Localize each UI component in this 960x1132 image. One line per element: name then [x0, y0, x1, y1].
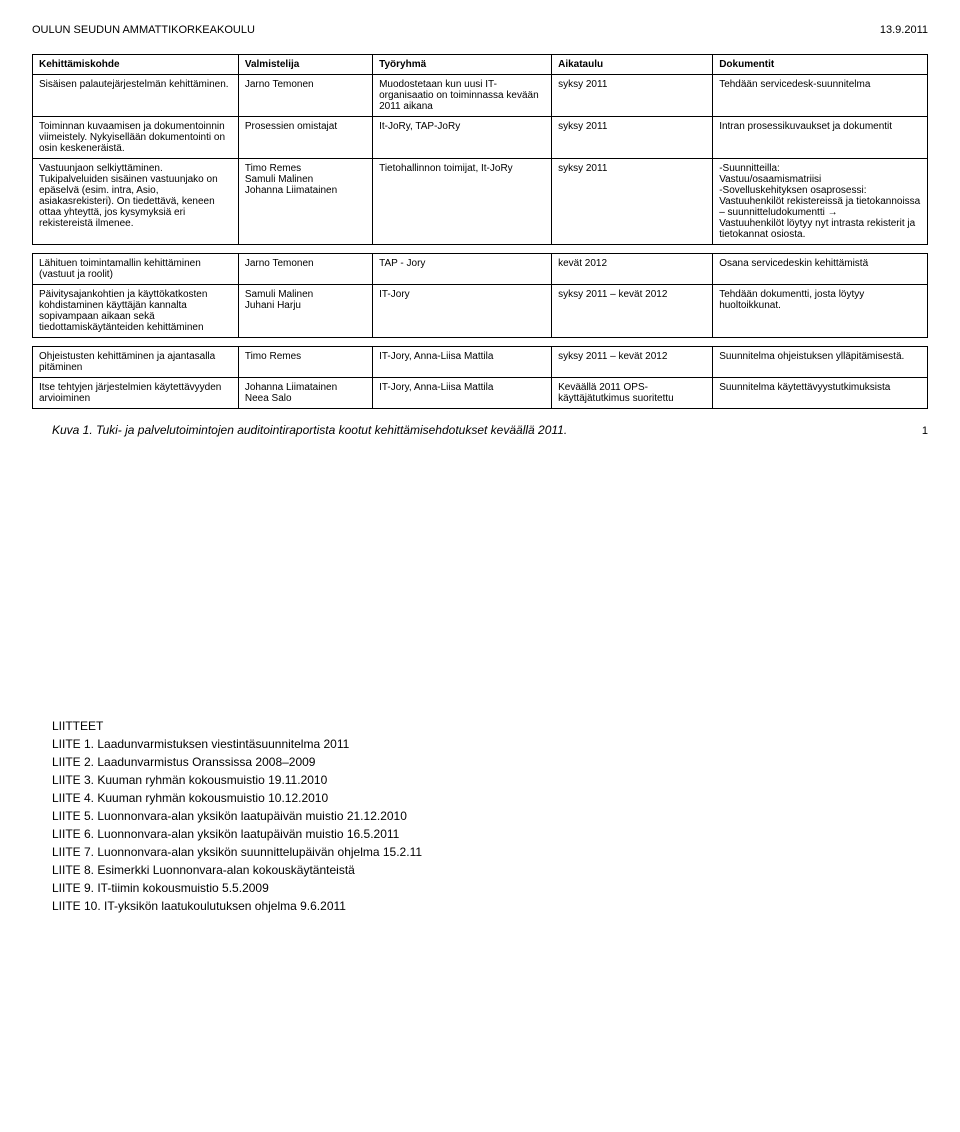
dev-table-3: Ohjeistusten kehittäminen ja ajantasalla… [32, 346, 928, 409]
cell: Prosessien omistajat [238, 117, 372, 159]
cell: Muodostetaan kun uusi IT-organisaatio on… [373, 75, 552, 117]
table-row: Toiminnan kuvaamisen ja dokumentoinnin v… [33, 117, 928, 159]
cell: Osana servicedeskin kehittämistä [713, 254, 928, 285]
attachment-item: LIITE 5. Luonnonvara-alan yksikön laatup… [52, 807, 928, 825]
cell: Jarno Temonen [238, 254, 372, 285]
cell: syksy 2011 – kevät 2012 [552, 285, 713, 338]
attachment-item: LIITE 4. Kuuman ryhmän kokousmuistio 10.… [52, 789, 928, 807]
cell: Jarno Temonen [238, 75, 372, 117]
cell: Intran prosessikuvaukset ja dokumentit [713, 117, 928, 159]
attachments-heading: LIITTEET [52, 717, 928, 735]
cell: TAP - Jory [373, 254, 552, 285]
cell: Tehdään servicedesk-suunnitelma [713, 75, 928, 117]
cell: Päivitysajankohtien ja käyttökatkosten k… [33, 285, 239, 338]
attachment-item: LIITE 6. Luonnonvara-alan yksikön laatup… [52, 825, 928, 843]
table-row: Päivitysajankohtien ja käyttökatkosten k… [33, 285, 928, 338]
cell: Keväällä 2011 OPS-käyttäjätutkimus suori… [552, 378, 713, 409]
table-row: Lähituen toimintamallin kehittäminen (va… [33, 254, 928, 285]
cell: -Suunnitteilla:Vastuu/osaamismatriisi-So… [713, 159, 928, 245]
attachment-item: LIITE 9. IT-tiimin kokousmuistio 5.5.200… [52, 879, 928, 897]
cell: Timo RemesSamuli MalinenJohanna Liimatai… [238, 159, 372, 245]
cell: IT-Jory, Anna-Liisa Mattila [373, 347, 552, 378]
cell: It-JoRy, TAP-JoRy [373, 117, 552, 159]
attachment-item: LIITE 3. Kuuman ryhmän kokousmuistio 19.… [52, 771, 928, 789]
table-row: Sisäisen palautejärjestelmän kehittämine… [33, 75, 928, 117]
cell: Tietohallinnon toimijat, It-JoRy [373, 159, 552, 245]
cell: Vastuunjaon selkiyttäminen. Tukipalvelui… [33, 159, 239, 245]
cell: Tehdään dokumentti, josta löytyy huoltoi… [713, 285, 928, 338]
attachment-item: LIITE 10. IT-yksikön laatukoulutuksen oh… [52, 897, 928, 915]
dev-table-1: Kehittämiskohde Valmistelija Työryhmä Ai… [32, 54, 928, 245]
cell: Timo Remes [238, 347, 372, 378]
cell: Sisäisen palautejärjestelmän kehittämine… [33, 75, 239, 117]
col-header: Aikataulu [552, 55, 713, 75]
col-header: Kehittämiskohde [33, 55, 239, 75]
cell: Ohjeistusten kehittäminen ja ajantasalla… [33, 347, 239, 378]
doc-date: 13.9.2011 [880, 24, 928, 36]
attachment-item: LIITE 8. Esimerkki Luonnonvara-alan koko… [52, 861, 928, 879]
table-row: Itse tehtyjen järjestelmien käytettävyyd… [33, 378, 928, 409]
cell: Toiminnan kuvaamisen ja dokumentoinnin v… [33, 117, 239, 159]
cell: IT-Jory, Anna-Liisa Mattila [373, 378, 552, 409]
attachment-item: LIITE 7. Luonnonvara-alan yksikön suunni… [52, 843, 928, 861]
attachment-item: LIITE 2. Laadunvarmistus Oranssissa 2008… [52, 753, 928, 771]
col-header: Työryhmä [373, 55, 552, 75]
cell: IT-Jory [373, 285, 552, 338]
cell: Itse tehtyjen järjestelmien käytettävyyd… [33, 378, 239, 409]
table-row: Vastuunjaon selkiyttäminen. Tukipalvelui… [33, 159, 928, 245]
attachments-block: LIITTEET LIITE 1. Laadunvarmistuksen vie… [52, 717, 928, 915]
table-header-row: Kehittämiskohde Valmistelija Työryhmä Ai… [33, 55, 928, 75]
table-row: Ohjeistusten kehittäminen ja ajantasalla… [33, 347, 928, 378]
col-header: Valmistelija [238, 55, 372, 75]
cell: Lähituen toimintamallin kehittäminen (va… [33, 254, 239, 285]
cell: kevät 2012 [552, 254, 713, 285]
cell: syksy 2011 – kevät 2012 [552, 347, 713, 378]
cell: Johanna LiimatainenNeea Salo [238, 378, 372, 409]
attachment-item: LIITE 1. Laadunvarmistuksen viestintäsuu… [52, 735, 928, 753]
dev-table-2: Lähituen toimintamallin kehittäminen (va… [32, 253, 928, 338]
org-name: OULUN SEUDUN AMMATTIKORKEAKOULU [32, 24, 255, 36]
cell: Suunnitelma ohjeistuksen ylläpitämisestä… [713, 347, 928, 378]
col-header: Dokumentit [713, 55, 928, 75]
cell: Samuli MalinenJuhani Harju [238, 285, 372, 338]
doc-header: OULUN SEUDUN AMMATTIKORKEAKOULU 13.9.201… [32, 24, 928, 36]
cell: syksy 2011 [552, 159, 713, 245]
cell: syksy 2011 [552, 75, 713, 117]
cell: syksy 2011 [552, 117, 713, 159]
cell: Suunnitelma käytettävyystutkimuksista [713, 378, 928, 409]
